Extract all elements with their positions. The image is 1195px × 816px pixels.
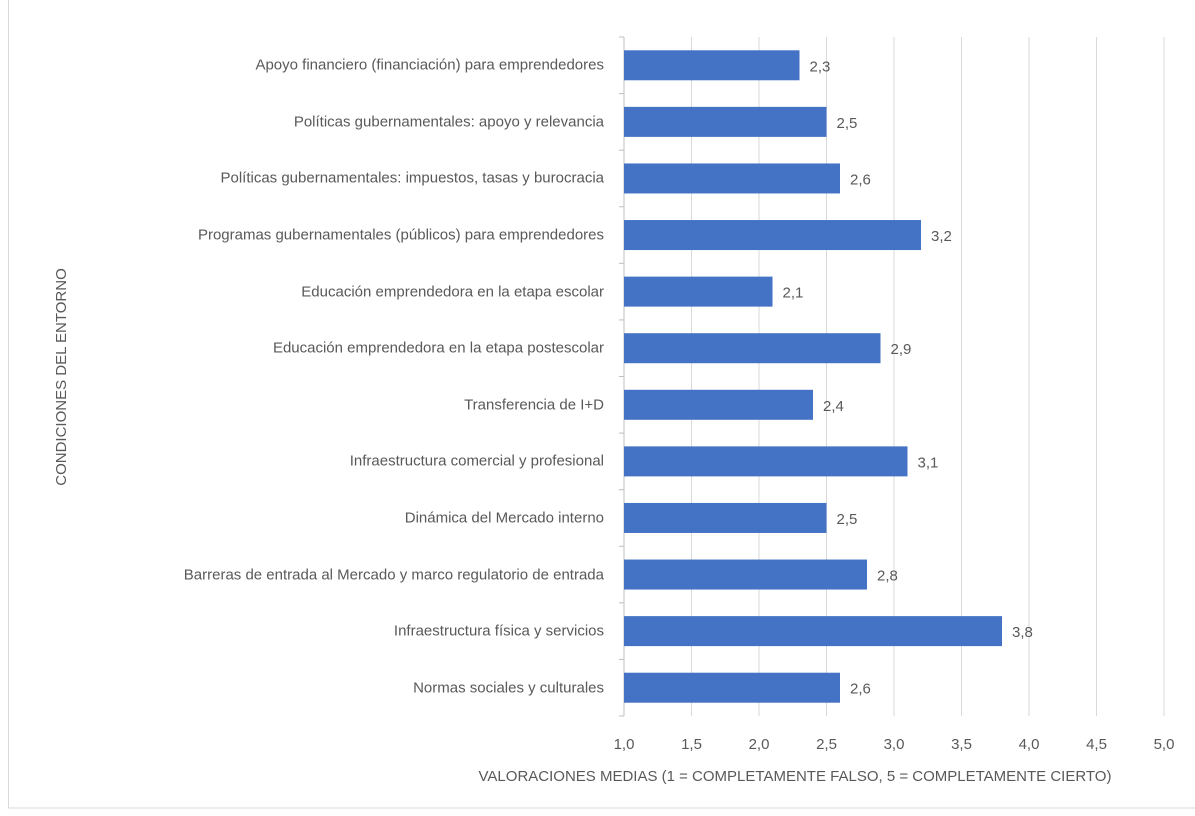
x-tick-label: 3,0 (884, 736, 905, 753)
x-tick-label: 5,0 (1154, 736, 1175, 753)
x-tick-label: 1,0 (614, 736, 635, 753)
y-tick-label: Políticas gubernamentales: impuestos, ta… (220, 169, 604, 187)
y-tick-label: Infraestructura comercial y profesional (349, 452, 604, 470)
data-label: 2,5 (837, 115, 858, 132)
bar (624, 163, 840, 194)
bar (624, 672, 840, 703)
y-tick-label: Dinámica del Mercado interno (404, 509, 604, 527)
bar (624, 333, 881, 364)
y-tick-label: Programas gubernamentales (públicos) par… (197, 226, 604, 244)
data-label: 2,6 (850, 171, 871, 188)
data-label: 2,1 (783, 285, 804, 302)
bar (624, 446, 908, 477)
data-label: 3,1 (918, 454, 939, 471)
y-tick-label: Educación emprendedora en la etapa escol… (301, 283, 604, 301)
bar (624, 559, 867, 590)
y-tick-label: Políticas gubernamentales: apoyo y relev… (293, 113, 604, 131)
data-label: 2,6 (850, 681, 871, 698)
bar (624, 276, 773, 307)
y-tick-label: Transferencia de I+D (464, 396, 604, 414)
bar (624, 502, 827, 533)
data-label: 3,2 (931, 228, 952, 245)
chart-frame (8, 0, 1195, 809)
y-axis-label: CONDICIONES DEL ENTORNO (53, 268, 70, 486)
data-label: 2,3 (810, 58, 831, 75)
data-label: 2,5 (837, 511, 858, 528)
bar (624, 50, 800, 81)
data-label: 2,4 (823, 398, 844, 415)
bar (624, 220, 921, 251)
y-tick-label: Educación emprendedora en la etapa poste… (272, 339, 604, 357)
bar (624, 389, 813, 420)
y-tick-label: Normas sociales y culturales (413, 679, 604, 697)
x-axis-label: VALORACIONES MEDIAS (1 = COMPLETAMENTE F… (479, 768, 1112, 785)
x-tick-label: 3,5 (951, 736, 972, 753)
data-label: 2,9 (891, 341, 912, 358)
x-tick-label: 2,0 (749, 736, 770, 753)
data-label: 2,8 (877, 568, 898, 585)
y-tick-label: Apoyo financiero (financiación) para emp… (255, 56, 604, 74)
x-tick-label: 2,5 (816, 736, 837, 753)
x-tick-label: 1,5 (681, 736, 702, 753)
y-tick-label: Infraestructura física y servicios (393, 622, 604, 640)
bar (624, 106, 827, 137)
data-label: 3,8 (1012, 624, 1033, 641)
x-tick-label: 4,0 (1019, 736, 1040, 753)
x-tick-label: 4,5 (1086, 736, 1107, 753)
bar (624, 616, 1002, 647)
y-tick-label: Barreras de entrada al Mercado y marco r… (183, 566, 604, 584)
